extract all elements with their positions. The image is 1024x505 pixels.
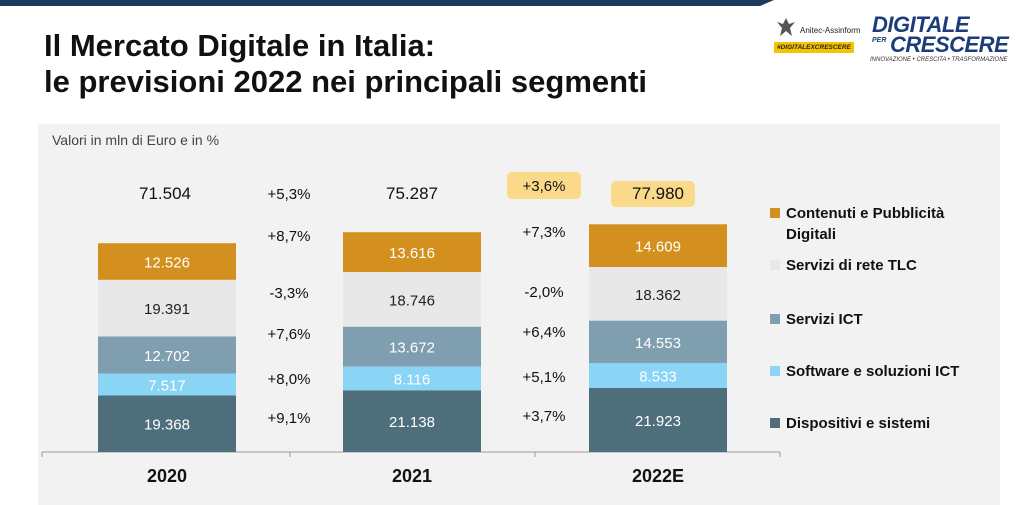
category-label-2021: 2021 <box>392 466 432 486</box>
data-label-software-2021: 8.116 <box>394 371 430 388</box>
total-label-2020: 71.504 <box>139 184 191 203</box>
bar-servizi_rete-2022E <box>589 267 727 321</box>
anitec-brand-text: Anitec-Assinform <box>800 26 861 35</box>
bar-contenuti-2022E <box>589 224 727 267</box>
data-label-servizi_rete-2020: 19.391 <box>144 301 190 318</box>
bar-dispositivi-2020 <box>98 395 236 452</box>
growth-label-total-1: +5,3% <box>268 186 311 203</box>
category-label-2020: 2020 <box>147 466 187 486</box>
title-line-1: Il Mercato Digitale in Italia: <box>44 28 436 63</box>
growth-label-total-2: +3,6% <box>523 178 566 195</box>
legend-swatch-servizi_ict <box>770 314 780 324</box>
total-highlight-2022E <box>611 181 695 207</box>
legend-label-servizi_ict: Servizi ICT <box>786 311 863 328</box>
data-label-dispositivi-2022E: 21.923 <box>635 413 681 430</box>
data-label-servizi_ict-2020: 12.702 <box>144 348 190 365</box>
bar-dispositivi-2021 <box>343 390 481 452</box>
bar-servizi_ict-2020 <box>98 336 236 374</box>
legend-swatch-dispositivi <box>770 418 780 428</box>
total-label-2022E: 77.980 <box>632 184 684 203</box>
bar-dispositivi-2022E <box>589 388 727 452</box>
growth-label-software-2: +5,1% <box>523 369 566 386</box>
bar-contenuti-2021 <box>343 232 481 272</box>
page-title: Il Mercato Digitale in Italia: le previs… <box>44 28 647 100</box>
digitale-per-crescere-logo: DIGITALE PER CRESCERE INNOVAZIONE • CRES… <box>868 12 1018 64</box>
bar-software-2022E <box>589 363 727 388</box>
legend-label-contenuti: Contenuti e Pubblicità <box>786 205 945 222</box>
growth-label-servizi_ict-2: +6,4% <box>523 324 566 341</box>
total-label-2021: 75.287 <box>386 184 438 203</box>
legend-label-servizi_rete: Servizi di rete TLC <box>786 257 917 274</box>
brand-subtitle: INNOVAZIONE • CRESCITA • TRASFORMAZIONE <box>870 57 1008 63</box>
eagle-icon <box>777 18 795 36</box>
bar-software-2020 <box>98 373 236 396</box>
growth-label-contenuti-1: +8,7% <box>268 228 311 245</box>
growth-label-dispositivi-1: +9,1% <box>268 410 311 427</box>
top-accent-bar <box>0 0 774 6</box>
anitec-assinform-logo: Anitec-Assinform #DIGITALEXCRESCERE <box>772 16 864 58</box>
brand-per: PER <box>872 37 887 44</box>
bar-software-2021 <box>343 366 481 391</box>
data-label-contenuti-2021: 13.616 <box>389 245 435 262</box>
legend-swatch-contenuti <box>770 208 780 218</box>
data-label-servizi_rete-2021: 18.746 <box>389 292 435 309</box>
data-label-contenuti-2020: 12.526 <box>144 255 190 272</box>
growth-label-servizi_ict-1: +7,6% <box>268 326 311 343</box>
data-label-dispositivi-2021: 21.138 <box>389 414 435 431</box>
bar-servizi_ict-2022E <box>589 320 727 364</box>
title-line-2: le previsioni 2022 nei principali segmen… <box>44 64 648 99</box>
legend-label-software: Software e soluzioni ICT <box>786 363 959 380</box>
anitec-hashtag: #DIGITALEXCRESCERE <box>774 42 854 53</box>
data-label-servizi_ict-2021: 13.672 <box>389 340 435 357</box>
growth-label-servizi_rete-1: -3,3% <box>269 285 308 302</box>
bar-servizi_ict-2021 <box>343 326 481 367</box>
legend-swatch-software <box>770 366 780 376</box>
bar-contenuti-2020 <box>98 243 236 280</box>
category-label-2022E: 2022E <box>632 466 684 486</box>
brand-line-2: CRESCERE <box>890 32 1009 57</box>
growth-highlight-total <box>507 172 581 199</box>
growth-label-dispositivi-2: +3,7% <box>523 408 566 425</box>
units-label: Valori in mln di Euro e in % <box>52 132 220 148</box>
data-label-servizi_ict-2022E: 14.553 <box>635 335 681 352</box>
growth-label-contenuti-2: +7,3% <box>523 224 566 241</box>
legend-swatch-servizi_rete <box>770 260 780 270</box>
bar-servizi_rete-2020 <box>98 279 236 337</box>
data-label-software-2022E: 8.533 <box>639 369 677 386</box>
legend-label-contenuti-cont: Digitali <box>786 226 836 243</box>
data-label-software-2020: 7.517 <box>148 378 186 395</box>
growth-label-software-1: +8,0% <box>268 371 311 388</box>
brand-line-1: DIGITALE <box>872 12 970 37</box>
legend-label-dispositivi: Dispositivi e sistemi <box>786 415 930 432</box>
growth-label-servizi_rete-2: -2,0% <box>524 284 563 301</box>
bar-servizi_rete-2021 <box>343 271 481 327</box>
data-label-dispositivi-2020: 19.368 <box>144 417 190 434</box>
data-label-contenuti-2022E: 14.609 <box>635 239 681 256</box>
data-label-servizi_rete-2022E: 18.362 <box>635 287 681 304</box>
